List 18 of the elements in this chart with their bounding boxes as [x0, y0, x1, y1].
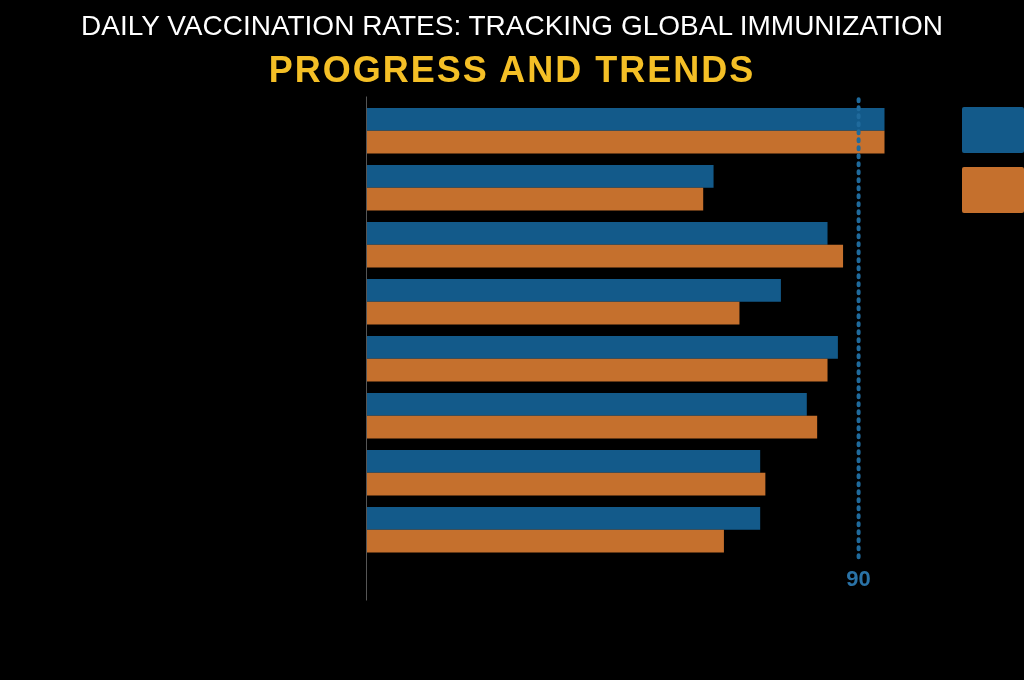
bar: [366, 358, 828, 382]
bar: [366, 107, 885, 131]
chart-title: DAILY VACCINATION RATES: TRACKING GLOBAL IMMUNIZATION PROGRESS AND TRENDS: [81, 9, 943, 92]
bar: [366, 164, 714, 188]
bar: [366, 507, 761, 530]
bar: [366, 244, 844, 268]
bar: [366, 415, 818, 439]
bar: [366, 130, 885, 154]
bar: [366, 221, 828, 245]
bar: [366, 335, 838, 359]
bar: [366, 301, 740, 325]
bar: [366, 472, 766, 496]
bar: [366, 187, 704, 211]
bar: [366, 278, 781, 302]
bar: [366, 449, 761, 473]
annotation: 90: [846, 566, 871, 592]
bar: [366, 529, 724, 553]
bar: [366, 392, 807, 416]
